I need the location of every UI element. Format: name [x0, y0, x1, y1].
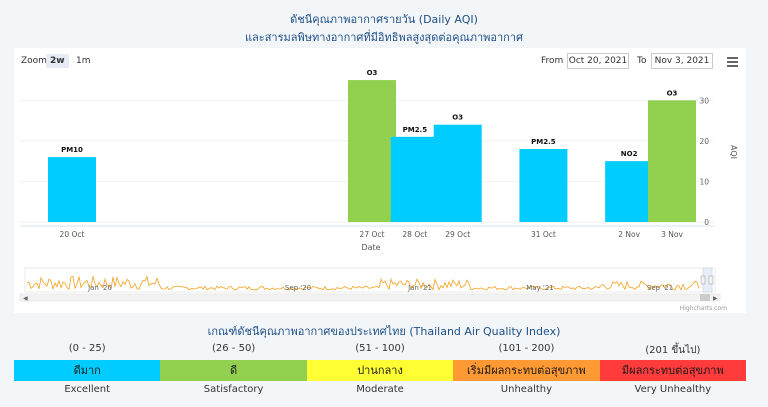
navigator-handle-left[interactable]	[700, 275, 706, 285]
legend-range: (0 - 25)	[68, 343, 106, 354]
y-axis-label: AQI	[729, 145, 738, 159]
bar-data-label: O3	[367, 69, 378, 77]
legend-english-label: Moderate	[356, 384, 404, 395]
bar-data-label: PM2.5	[403, 126, 428, 134]
x-tick-label: 31 Oct	[531, 230, 556, 239]
x-tick-label: 20 Oct	[60, 230, 85, 239]
legend-band: ดี	[160, 360, 307, 381]
legend-range: (201 ขึ้นไป)	[645, 345, 701, 356]
legend-band: ปานกลาง	[306, 360, 454, 381]
legend-range: (101 - 200)	[498, 343, 555, 354]
y-ticks: 0 10 20 30	[699, 96, 709, 227]
x-tick-label: 29 Oct	[445, 230, 470, 239]
bar[interactable]	[348, 80, 396, 222]
legend-title: เกณฑ์ดัชนีคุณภาพอากาศของประเทศไทย (Thail…	[207, 325, 561, 338]
bar[interactable]	[605, 161, 654, 222]
legend-english-label: Unhealthy	[500, 384, 553, 395]
navigator-label: Jan '21	[407, 284, 432, 292]
bar-data-label: PM2.5	[531, 138, 556, 146]
navigator-labels: Jan '20 Sep '20 Jan '21 May '21 Sep '21	[87, 284, 673, 292]
x-axis-label: Date	[361, 243, 380, 252]
legend-band: มีผลกระทบต่อสุขภาพ	[599, 360, 747, 381]
to-date-input[interactable]: Nov 3, 2021	[651, 53, 713, 69]
to-label: To	[637, 56, 647, 66]
bars	[48, 80, 696, 222]
y-tick-label: 0	[704, 218, 709, 227]
bar[interactable]	[519, 149, 568, 222]
menu-icon[interactable]	[727, 57, 738, 67]
x-tick-label: 3 Nov	[661, 230, 683, 239]
zoom-label: Zoom	[21, 56, 47, 66]
legend-band: เริ่มมีผลกระทบต่อสุขภาพ	[453, 360, 600, 381]
x-tick-label: 2 Nov	[618, 230, 640, 239]
chart-title: ดัชนีคุณภาพอากาศรายวัน (Daily AQI)	[290, 13, 478, 26]
navigator-label: May '21	[526, 284, 554, 292]
zoom-2w-button[interactable]: 2w	[46, 54, 69, 68]
bar[interactable]	[390, 136, 439, 222]
bar-data-label: O3	[452, 114, 463, 122]
bar-data-label: O3	[667, 89, 678, 97]
from-date-input[interactable]: Oct 20, 2021	[567, 53, 629, 69]
x-tick-label: 28 Oct	[402, 230, 427, 239]
bar-labels: PM10 O3 PM2.5 O3 PM2.5 NO2 O3	[61, 69, 677, 158]
legend-ranges: (0 - 25) (26 - 50) (51 - 100) (101 - 200) (2…	[14, 343, 746, 358]
legend-english-label: Excellent	[64, 384, 111, 395]
bar[interactable]	[648, 100, 696, 222]
chart-subtitle: และสารมลพิษทางอากาศที่มีอิทธิพลสูงสุดต่อ…	[244, 31, 524, 44]
x-tick-label: 27 Oct	[360, 230, 385, 239]
legend-english-label: Satisfactory	[203, 384, 264, 395]
navigator[interactable]: Jan '20 Sep '20 Jan '21 May '21 Sep '21	[24, 267, 716, 293]
scrollbar[interactable]: ◀ ▶	[19, 293, 721, 302]
legend-range: (51 - 100)	[355, 343, 405, 354]
legend-labels: Excellent Satisfactory Moderate Unhealthy Ve…	[14, 384, 746, 395]
navigator-label: Sep '21	[647, 284, 673, 292]
navigator-label: Jan '20	[87, 284, 112, 292]
legend-bands: ดีมาก ดี ปานกลาง เริ่มมีผลกระทบต่อสุขภาพ มีผ…	[14, 360, 747, 381]
bar-data-label: NO2	[621, 150, 638, 158]
y-tick-label: 20	[699, 137, 709, 146]
navigator-handle-right[interactable]	[708, 275, 714, 285]
y-tick-label: 10	[699, 177, 709, 186]
bar-data-label: PM10	[61, 146, 83, 154]
bar[interactable]	[48, 157, 96, 222]
scroll-right-icon[interactable]: ▶	[713, 295, 718, 302]
scroll-left-icon[interactable]: ◀	[23, 295, 28, 302]
x-ticks: 20 Oct 27 Oct 28 Oct 29 Oct 31 Oct 2 Nov 3 Nov	[60, 230, 684, 239]
navigator-series	[26, 275, 700, 292]
aqi-chart: PM10 O3 PM2.5 O3 PM2.5 NO2 O3 20 Oct 27 Oct 28 O…	[19, 69, 738, 312]
legend-range: (26 - 50)	[212, 343, 256, 354]
bar[interactable]	[433, 124, 482, 222]
legend-english-label: Very Unhealthy	[634, 384, 712, 395]
from-label: From	[541, 56, 564, 66]
legend-band: ดีมาก	[14, 360, 161, 381]
y-tick-label: 30	[699, 96, 709, 105]
credits: Highcharts.com	[680, 305, 727, 312]
navigator-label: Sep '20	[285, 284, 311, 292]
zoom-1m-button[interactable]: 1m	[76, 56, 91, 66]
